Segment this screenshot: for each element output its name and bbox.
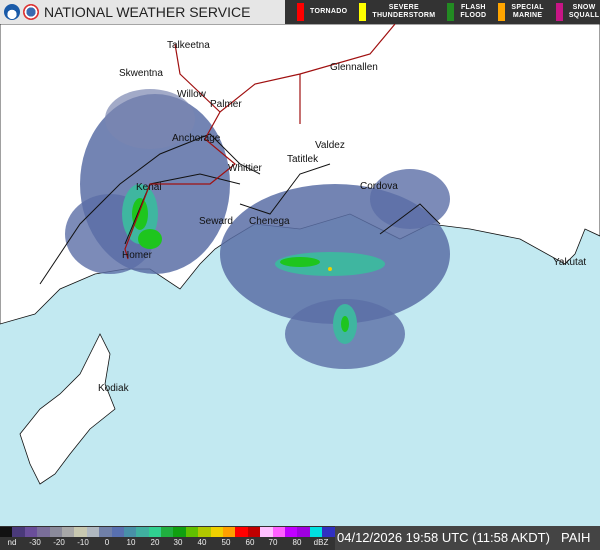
place-label: Seward [199, 216, 233, 227]
colorbar-segment [247, 527, 261, 537]
place-label: Anchorage [172, 133, 221, 144]
noaa-logo-icon [4, 4, 20, 20]
colorbar-segment [185, 527, 199, 537]
colorbar-segment [74, 527, 87, 537]
warnings-legend: TORNADO SEVERE THUNDERSTORM FLASH FLOOD SPE… [285, 0, 600, 24]
colorbar-segment [24, 527, 38, 537]
colorbar-tick-label: nd [7, 538, 17, 547]
colorbar-segment [309, 527, 323, 537]
reflectivity-colorbar: nd -30 -20 -10 0 10 20 30 40 50 60 70 80 dBZ [0, 526, 335, 550]
place-label: Willow [177, 89, 207, 100]
colorbar-segment [148, 527, 162, 537]
colorbar-segment [61, 527, 75, 537]
place-label: Kodiak [98, 383, 130, 394]
site-title: NATIONAL WEATHER SERVICE [44, 4, 251, 20]
warning-legend-item: TORNADO [285, 0, 347, 24]
radar-station: PAIH [561, 530, 591, 545]
warning-label: SNOW SQUALL [568, 4, 600, 19]
place-label: Tatitlek [287, 154, 319, 165]
place-label: Palmer [210, 99, 242, 110]
colorbar-tick-label: 50 [221, 538, 231, 547]
colorbar-tick-label: 30 [173, 538, 183, 547]
nws-logo-icon [23, 4, 39, 20]
colorbar-unit: dBZ [313, 538, 329, 547]
colorbar-segment [235, 527, 248, 537]
colorbar-tick-label: 0 [104, 538, 110, 547]
warning-swatch [359, 3, 367, 21]
warning-label: TORNADO [310, 8, 348, 15]
colorbar-segment [0, 527, 13, 537]
warning-swatch [297, 3, 304, 21]
colorbar-segment [322, 527, 335, 537]
colorbar-segment [136, 527, 149, 537]
colorbar-segment [210, 527, 224, 537]
colorbar-tick-label: 80 [292, 538, 302, 547]
warning-label: SPECIAL MARINE [511, 4, 544, 19]
colorbar-tick-label: 10 [126, 538, 136, 547]
colorbar-segment [297, 527, 310, 537]
colorbar-tick-label: 70 [268, 538, 278, 547]
warning-legend-item: SNOW SQUALL [544, 0, 600, 24]
colorbar-tick-label: -10 [77, 538, 89, 547]
place-label: Yakutat [553, 257, 586, 268]
place-label: Talkeetna [167, 40, 210, 51]
warning-swatch [498, 3, 506, 21]
colorbar-segment [260, 527, 273, 537]
colorbar-segment [12, 527, 25, 537]
colorbar-segment [223, 527, 236, 537]
colorbar-segment [86, 527, 100, 537]
colorbar-tick-label: 40 [197, 538, 207, 547]
colorbar-tick-label: -30 [29, 538, 41, 547]
place-label: Homer [122, 250, 153, 261]
place-label: Kenai [136, 182, 162, 193]
borders [39, 133, 441, 285]
warning-legend-item: FLASH FLOOD [435, 0, 486, 24]
place-label: Chenega [249, 216, 290, 227]
brand: NATIONAL WEATHER SERVICE [4, 2, 250, 22]
warning-legend-item: SPECIAL MARINE [486, 0, 544, 24]
colorbar-segment [198, 527, 211, 537]
colorbar-segment [272, 527, 285, 537]
place-label: Valdez [315, 140, 345, 151]
radar-echoes [65, 89, 450, 369]
place-label: Whittier [228, 163, 263, 174]
roads [124, 24, 396, 260]
warning-legend-item: SEVERE THUNDERSTORM [347, 0, 435, 24]
warning-swatch [555, 3, 563, 21]
colorbar-segment [37, 527, 50, 537]
colorbar-segment [111, 527, 124, 537]
colorbar-segment [49, 527, 62, 537]
colorbar-segment [123, 527, 137, 537]
place-label: Skwentna [119, 68, 163, 79]
warning-swatch [447, 3, 455, 21]
warning-label: SEVERE THUNDERSTORM [372, 4, 436, 19]
status-bar: nd -30 -20 -10 0 10 20 30 40 50 60 70 80 dBZ 04/12/20… [0, 526, 600, 550]
warning-label: FLASH FLOOD [460, 4, 487, 19]
colorbar-tick-label: -20 [53, 538, 65, 547]
timestamp: 04/12/2026 19:58 UTC (11:58 AKDT) [337, 530, 550, 545]
place-label: Glennallen [330, 62, 378, 73]
colorbar-segment [99, 527, 112, 537]
header-bar: NATIONAL WEATHER SERVICE TORNADO SEVERE T… [0, 0, 600, 24]
land-kodiak [19, 333, 116, 485]
colorbar-segment [161, 527, 174, 537]
colorbar-tick-label: 60 [245, 538, 255, 547]
colorbar-tick-label: 20 [150, 538, 160, 547]
colorbar-segment [173, 527, 186, 537]
colorbar-segment [284, 527, 298, 537]
place-label: Cordova [360, 181, 398, 192]
